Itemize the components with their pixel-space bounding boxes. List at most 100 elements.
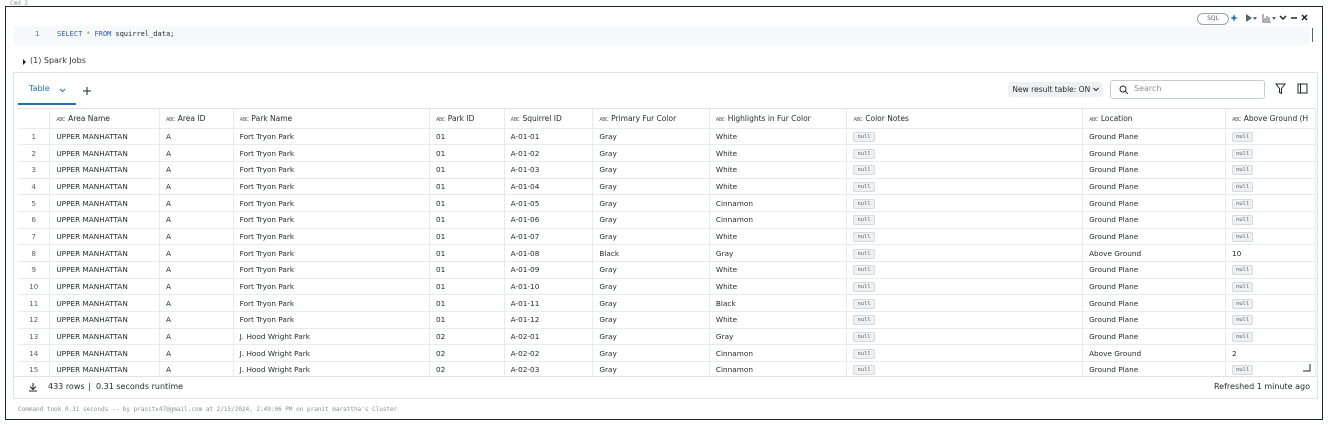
table-cell: null [846,228,1084,246]
table-cell: J. Hood Wright Park [233,361,431,376]
code-line: SELECT * FROM squirrel_data; [57,30,178,38]
table-cell: A-01-05 [504,194,594,212]
table-cell: null [1225,211,1316,229]
toggle-label[interactable]: New result table: ON [1012,85,1091,94]
result-table-toggle[interactable]: New result table: ON [1008,82,1103,97]
table-cell: null [1225,261,1316,279]
table-cell: UPPER MANHATTAN [49,311,160,329]
table-cell: Gray [709,328,848,346]
expand-arrow[interactable] [22,58,28,66]
column-header: ABC Color Notes [846,109,1084,129]
table-cell: UPPER MANHATTAN [49,128,160,146]
null-badge: null [853,231,875,242]
null-badge: null [1231,131,1254,142]
table-cell: null [1225,144,1316,162]
table-cell: Black [592,244,710,262]
table-cell: A-01-09 [504,261,594,279]
table-cell: Fort Tryon Park [233,128,431,146]
table-cell: null [846,194,1084,212]
table-row: 12 UPPER MANHATTAN A Fort Tryon Park 01 A-01-… [18,311,1316,329]
table-cell: null [846,211,1084,229]
table-row: 9 UPPER MANHATTAN A Fort Tryon Park 01 A-01-0… [18,261,1316,279]
null-badge: null [1231,231,1254,242]
table-cell: A [159,178,234,196]
null-badge: null [1231,198,1254,209]
table-cell: White [709,261,848,279]
table-cell: White [709,311,848,329]
tab-underline [18,103,76,105]
language-badge[interactable]: SQL [1197,13,1229,25]
command-info: Command took 0.31 seconds -- by pranitx4… [18,406,398,413]
code-token: SELECT [57,30,83,38]
row-number: 1 [18,128,51,146]
column-header: ABC Location [1082,109,1226,129]
table-cell: Ground Plane [1082,328,1226,346]
table-cell: A [159,311,234,329]
type-icon: ABC [853,116,863,123]
spark-jobs[interactable]: (1) Spark Jobs [30,56,86,65]
table-cell: A-01-11 [504,294,594,313]
row-number: 14 [18,344,51,363]
table-cell: A [159,361,234,376]
table-cell: UPPER MANHATTAN [49,361,160,376]
cell-toolbar[interactable] [1230,11,1316,25]
table-cell: Ground Plane [1082,261,1226,279]
table-tab[interactable]: Table [29,84,50,93]
table-row: 4 UPPER MANHATTAN A Fort Tryon Park 01 A-01-0… [18,178,1316,196]
column-name: Primary Fur Color [611,113,677,123]
table-cell: UPPER MANHATTAN [49,228,160,246]
column-header: ABC Area Name [49,109,160,129]
table-cell: null [846,144,1084,162]
table-cell: A-01-08 [504,244,594,262]
table-cell: A-02-02 [504,344,594,363]
tab-controls[interactable] [58,86,98,96]
line-number: 1 [35,30,40,38]
table-cell: A [159,211,234,229]
runtime: 0.31 seconds runtime [96,382,184,391]
column-header: ABC Squirrel ID [504,109,594,129]
table-row: 8 UPPER MANHATTAN A Fort Tryon Park 01 A-01-0… [18,244,1316,262]
row-number: 12 [18,311,51,329]
table-cell: White [709,278,848,296]
search-placeholder: Search [1134,84,1162,93]
table-cell: Fort Tryon Park [233,144,431,162]
search-box[interactable] [1110,80,1265,99]
table-cell: UPPER MANHATTAN [49,244,160,262]
resize-handle[interactable] [1303,364,1311,372]
row-number: 13 [18,328,51,346]
table-cell: Gray [709,244,848,262]
table-cell: null [846,294,1084,313]
table-cell: 01 [429,261,505,279]
type-icon: ABC [239,116,249,123]
footer-divider [14,376,1317,377]
table-cell: A-01-03 [504,161,594,179]
table-cell: J. Hood Wright Park [233,328,431,346]
row-number: 6 [18,211,51,229]
table-cell: UPPER MANHATTAN [49,211,160,229]
table-cell: White [709,228,848,246]
table-cell: 01 [429,144,505,162]
table-cell: A-01-07 [504,228,594,246]
table-cell: A [159,144,234,162]
table-actions[interactable] [1275,83,1309,95]
code-editor[interactable] [14,26,1310,45]
row-number: 9 [18,261,51,279]
table-cell: A [159,161,234,179]
null-badge: null [1231,165,1254,176]
table-cell: A-01-10 [504,278,594,296]
download-icon[interactable] [28,382,38,392]
column-name: Highlights in Fur Color [727,113,811,123]
null-badge: null [1231,215,1254,226]
table-cell: Fort Tryon Park [233,178,431,196]
table-cell: Cinnamon [709,211,848,229]
table-cell: A-02-01 [504,328,594,346]
null-badge: null [1231,315,1254,326]
table-cell: UPPER MANHATTAN [49,161,160,179]
table-cell: null [846,128,1084,146]
row-number: 8 [18,244,51,262]
table-cell: Above Ground [1082,244,1226,262]
refreshed: Refreshed 1 minute ago [1213,382,1310,391]
type-icon: ABC [599,116,609,123]
column-name: Park ID [447,113,475,123]
type-icon: ABC [510,116,520,123]
